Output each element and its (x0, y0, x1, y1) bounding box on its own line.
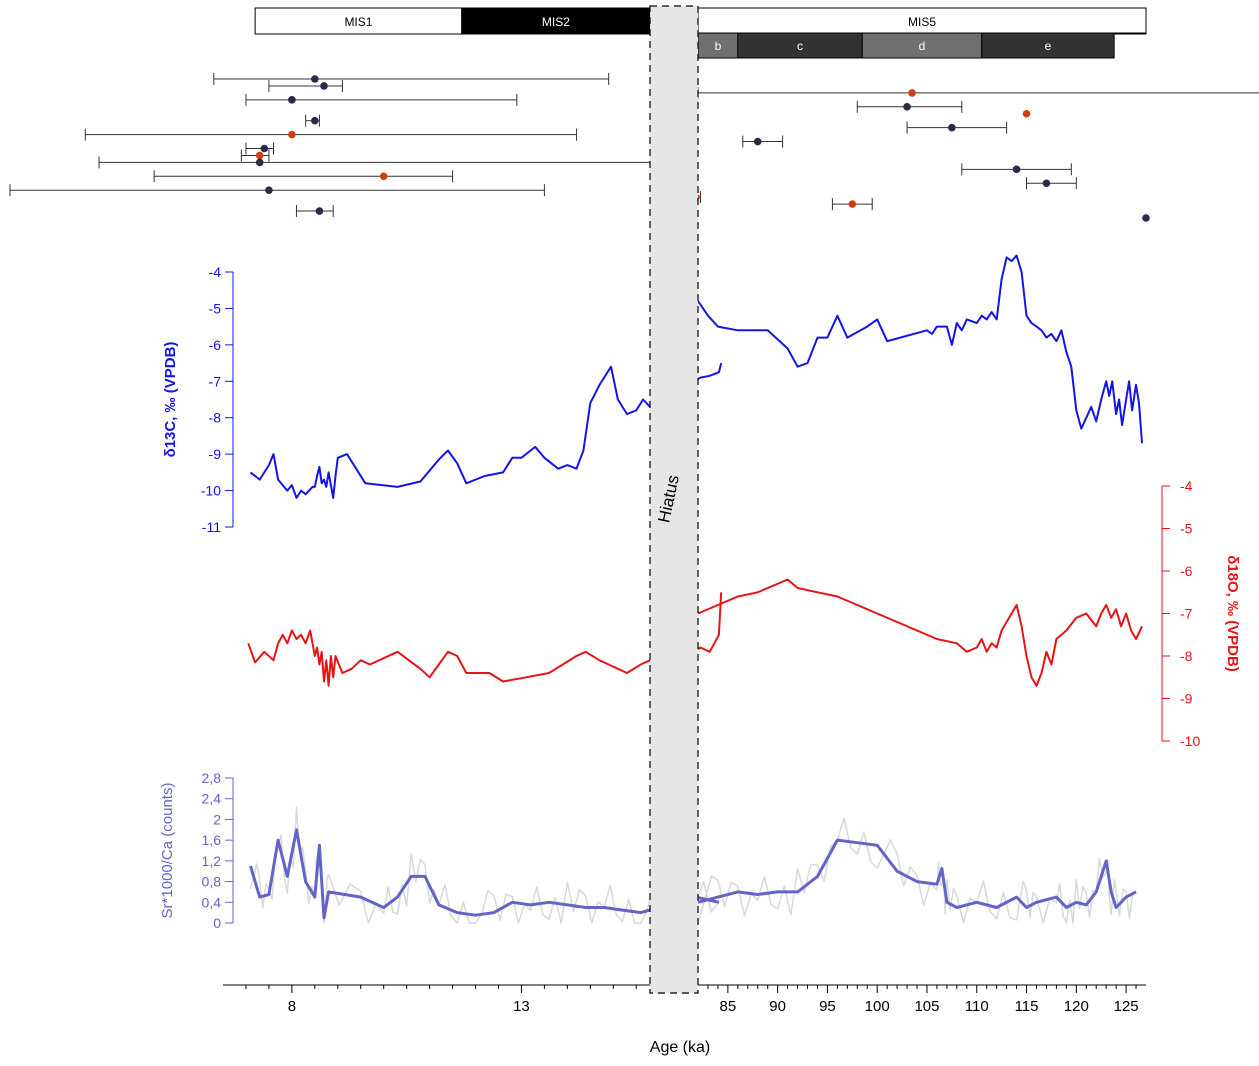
y-tick-label: -8 (1180, 648, 1193, 664)
age-dot (903, 103, 911, 111)
y-tick-label: -7 (209, 373, 222, 389)
mis-stage-1 (254, 7, 463, 35)
mis-stage-3 (697, 7, 1147, 35)
sr-raw-right (697, 817, 1137, 924)
age-dot (288, 130, 296, 139)
d13c-line-right (697, 254, 1143, 444)
y-tick-label: -8 (209, 410, 222, 426)
y-tick-label: -9 (209, 446, 222, 462)
y-tick-label: -6 (1180, 563, 1193, 579)
mis-stage-label: MIS2 (542, 15, 570, 29)
y-tick-label: 0,8 (202, 874, 222, 890)
y-tick-label: 2,8 (202, 770, 222, 786)
age-dot (315, 207, 324, 215)
x-axis: 8 13 85 90 95 100 105 110 115 120 125 (223, 984, 1146, 1015)
sr-line-left (249, 828, 720, 920)
x-tick-label: 90 (769, 998, 786, 1015)
x-tick-label: 120 (1064, 998, 1089, 1015)
sr-panel: 2,8 2,4 2 1,6 1,2 0,8 0,4 0 Sr*1000/Ca (counts) (159, 770, 1137, 931)
d13c-panel: -4 -5 -6 -7 -8 -9 -10 -11 δ13C, ‰ (VPDB) (162, 254, 1143, 535)
mis5-substage-label: b (715, 39, 722, 53)
x-tick-label: 8 (288, 998, 296, 1015)
mis5-substage-label: c (797, 39, 803, 53)
x-tick-label: 115 (1015, 998, 1039, 1015)
age-dot (753, 137, 762, 146)
mis-stage-label: MIS5 (908, 15, 936, 29)
age-dot (260, 144, 269, 153)
x-tick-label: 125 (1114, 998, 1139, 1015)
age-dot (288, 96, 296, 104)
age-dot (848, 200, 857, 208)
age-dot (265, 186, 273, 194)
y-tick-label: 2,4 (202, 791, 222, 807)
age-dot (255, 151, 264, 160)
y-tick-label: -11 (202, 519, 221, 535)
sr-line-right (697, 838, 1137, 909)
y-tick-label: 2 (213, 811, 221, 827)
age-dot (1022, 109, 1031, 118)
y-tick-label: -10 (1180, 733, 1200, 749)
x-tick-label: 100 (865, 998, 890, 1015)
age-dot (311, 75, 319, 83)
x-tick-label: 110 (965, 998, 989, 1015)
mis5-substage-label: e (1045, 39, 1052, 53)
x-axis-label: Age (ka) (650, 1039, 710, 1056)
y-tick-label: -7 (1180, 606, 1193, 622)
mis5-substage-d (861, 32, 983, 59)
d13c-line-left (249, 362, 723, 499)
y-tick-label: -9 (1180, 691, 1193, 707)
y-tick-label: 1,2 (202, 853, 222, 869)
y-tick-label: -5 (1180, 521, 1193, 537)
y-axis-label: δ13C, ‰ (VPDB) (162, 342, 179, 458)
age-dot (1142, 214, 1150, 222)
mis-stage-bars: MIS1 MIS2 MIS5 b c d e (254, 7, 1147, 59)
mis5-substage-c (737, 32, 863, 59)
y-tick-label: -6 (209, 337, 222, 353)
d18o-line-left (247, 592, 723, 687)
x-tick-label: 95 (819, 998, 836, 1015)
age-dot (320, 82, 328, 90)
age-dots (9, 73, 1259, 222)
y-axis-label: δ18O, ‰ (VPDB) (1224, 555, 1241, 672)
y-tick-label: -4 (209, 264, 222, 280)
age-dot (908, 89, 916, 97)
age-dot (1042, 179, 1051, 188)
y-tick-label: -5 (209, 300, 222, 316)
y-tick-label: 0 (213, 915, 221, 931)
mis-stage-label: MIS1 (344, 15, 372, 29)
d18o-line-right (697, 578, 1143, 687)
x-tick-label: 105 (914, 998, 939, 1015)
mis-stage-2 (461, 7, 651, 35)
hiatus-rect (649, 5, 699, 994)
x-tick-label: 13 (513, 998, 530, 1015)
age-dot (379, 172, 388, 181)
y-tick-label: 0,4 (202, 894, 222, 910)
y-tick-label: 1,6 (202, 832, 222, 848)
mis5-substage-e (981, 32, 1115, 59)
age-dot (255, 158, 264, 167)
x-tick-label: 85 (720, 998, 737, 1015)
age-dot (311, 116, 319, 125)
d18o-panel: -4 -5 -6 -7 -8 -9 -10 δ18O, ‰ (VPDB) (247, 478, 1241, 749)
y-tick-label: -4 (1180, 478, 1193, 494)
age-dot (948, 123, 956, 132)
mis5-substage-label: d (919, 39, 926, 53)
y-axis-label: Sr*1000/Ca (counts) (159, 783, 176, 919)
age-dot (1012, 165, 1021, 174)
y-tick-label: -10 (201, 483, 221, 499)
hiatus-band: Hiatus (649, 5, 699, 994)
